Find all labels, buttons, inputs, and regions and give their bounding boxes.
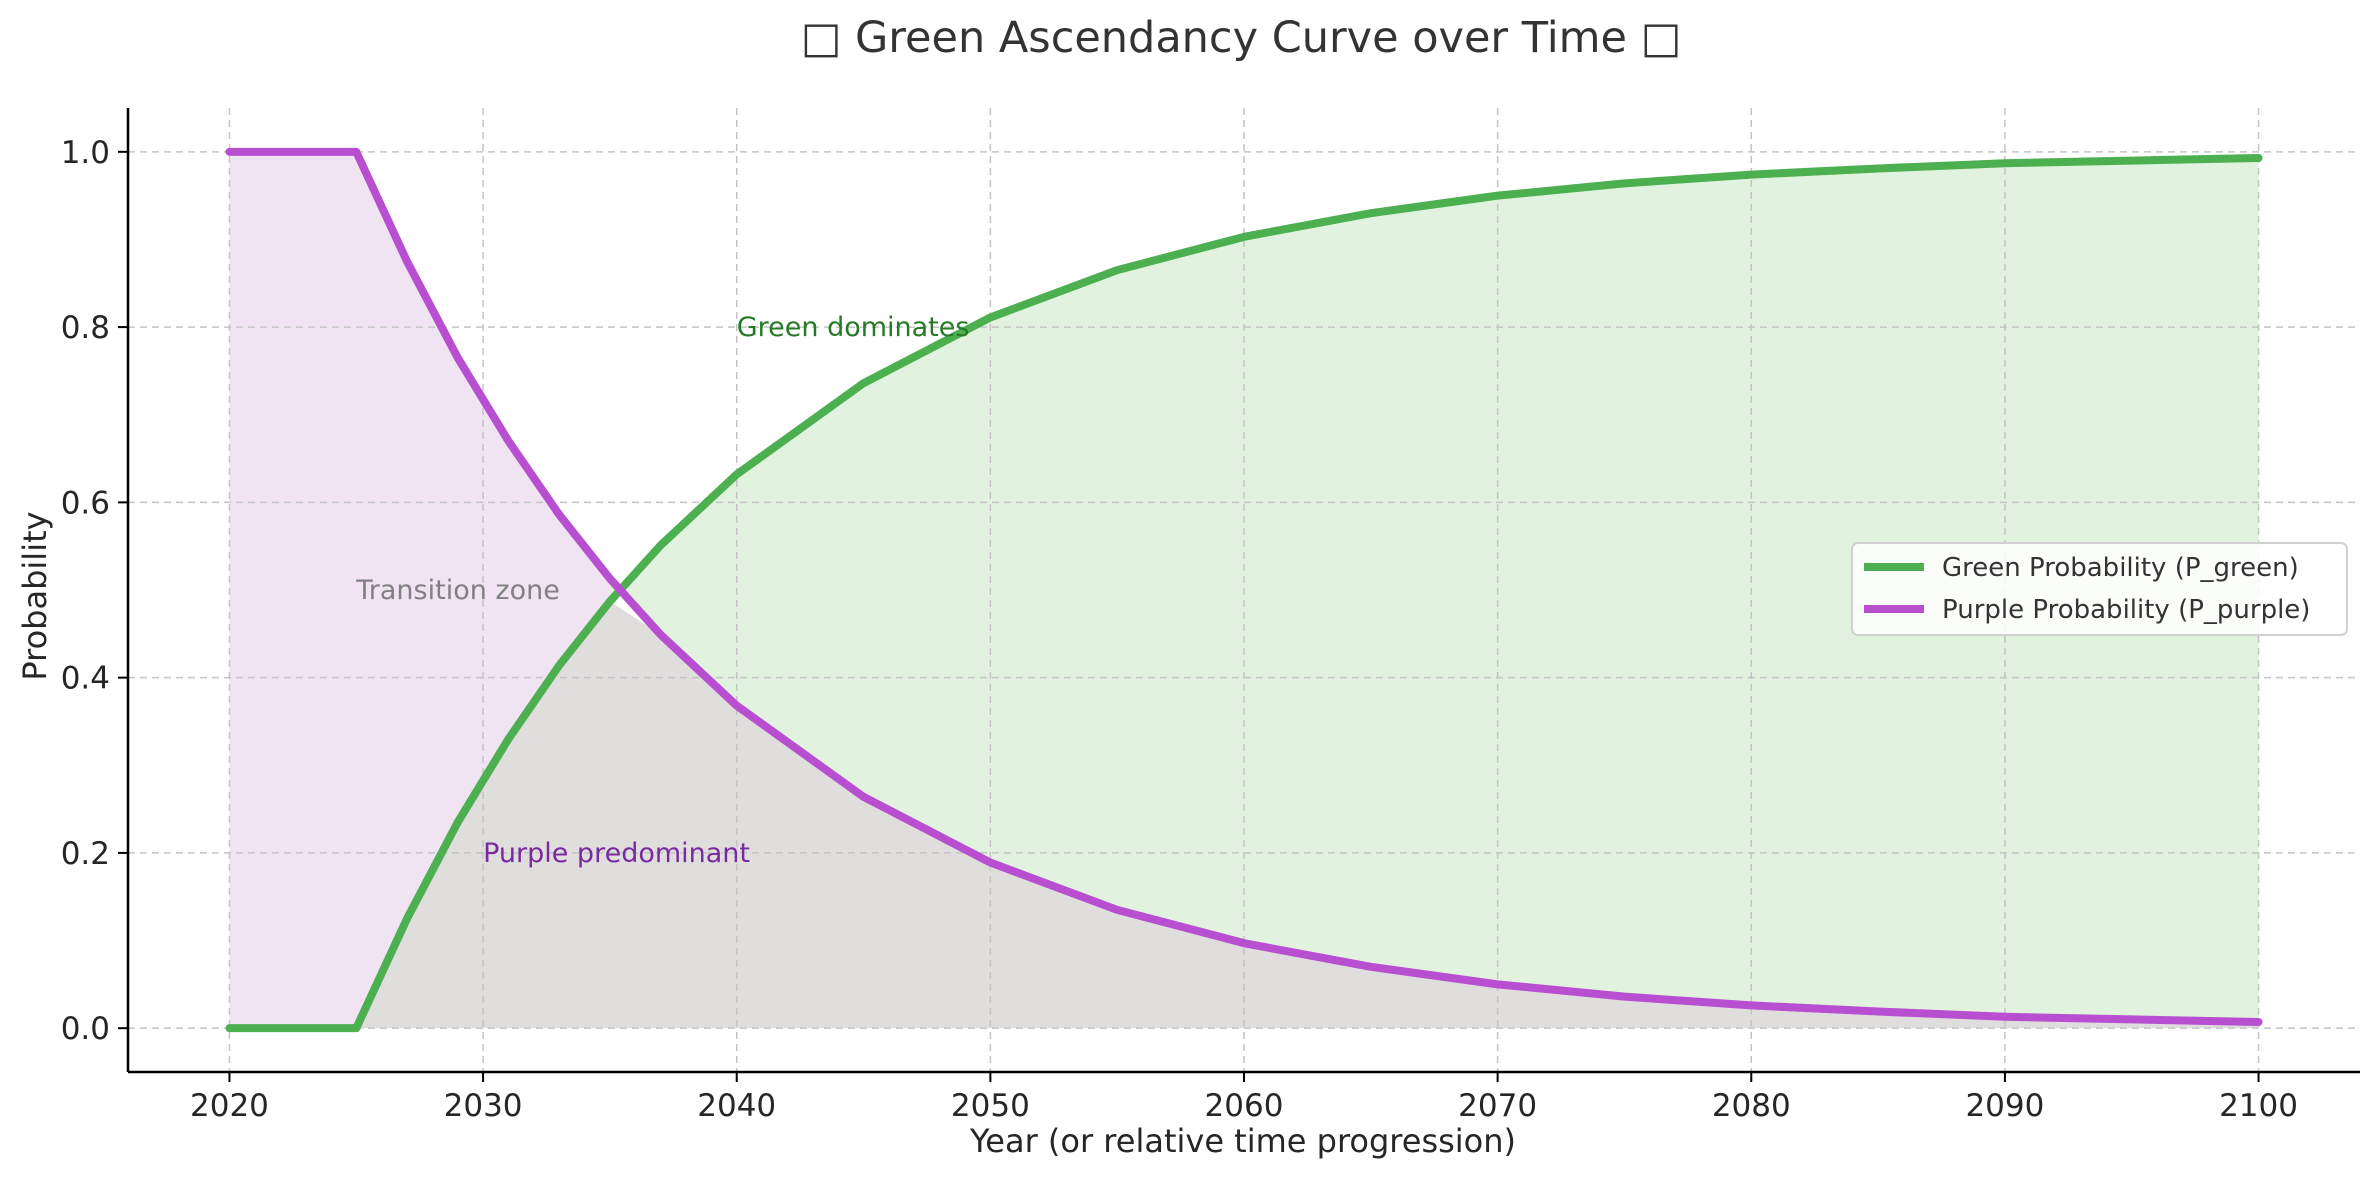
purple-area-fill — [229, 151, 661, 1029]
x-tick-label: 2080 — [1712, 1088, 1791, 1124]
area-fills — [229, 151, 2259, 1029]
chart-title: □ Green Ascendancy Curve over Time □ — [801, 13, 1682, 63]
annotation-label: Green dominates — [737, 312, 970, 343]
purple-series-line — [225, 147, 2263, 1027]
x-tick-label: 2070 — [1458, 1088, 1537, 1124]
x-tick-label: 2100 — [2219, 1088, 2298, 1124]
legend: Green Probability (P_green) Purple Probab… — [1851, 542, 2348, 636]
x-tick-label: 2020 — [190, 1088, 269, 1124]
y-tick-label: 0.8 — [61, 310, 110, 346]
y-tick-label: 0.6 — [61, 485, 110, 521]
x-tick-label: 2050 — [951, 1088, 1030, 1124]
annotation-label: Purple predominant — [483, 838, 750, 869]
x-tick-label: 2060 — [1205, 1088, 1284, 1124]
x-tick-label: 2030 — [444, 1088, 523, 1124]
y-tick-label: 0.4 — [61, 661, 110, 697]
legend-entry: Purple Probability (P_purple) — [1942, 595, 2310, 625]
green-area-fill — [609, 157, 2259, 1023]
green-series-line — [225, 153, 2263, 1033]
y-axis-label: Probability — [16, 511, 54, 680]
ticks: 2020 2030 2040 2050 2060 2070 2080 2090 2100 0.0 0… — [61, 135, 2298, 1124]
grid — [128, 108, 2360, 1072]
legend-entry: Green Probability (P_green) — [1942, 553, 2299, 583]
legend-box — [1851, 542, 2348, 636]
annotations: Green dominates Transition zone Purple pre… — [355, 312, 969, 869]
x-axis-label: Year (or relative time progression) — [969, 1122, 1516, 1160]
y-tick-label: 0.0 — [61, 1011, 110, 1047]
x-tick-label: 2090 — [1965, 1088, 2044, 1124]
y-tick-label: 1.0 — [61, 135, 110, 171]
annotation-label: Transition zone — [355, 575, 560, 606]
y-tick-label: 0.2 — [61, 836, 110, 872]
x-tick-label: 2040 — [697, 1088, 776, 1124]
series-lines — [225, 147, 2263, 1033]
